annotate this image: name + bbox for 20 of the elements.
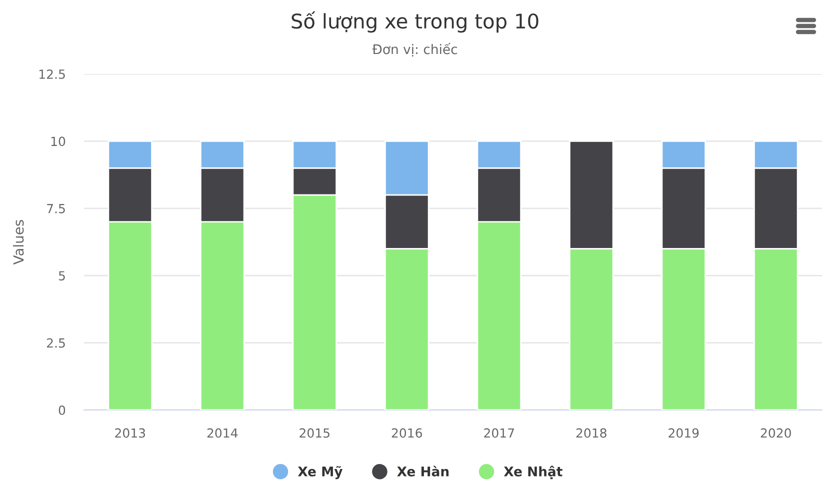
legend-label: Xe Mỹ	[298, 466, 343, 480]
y-tick-label: 7.5	[47, 204, 65, 214]
y-tick-label: 12.5	[39, 69, 65, 79]
legend-label: Xe Hàn	[397, 466, 449, 476]
legend-label: Xe Nhật	[504, 466, 562, 480]
x-tick-label: 2020	[760, 428, 791, 438]
x-tick-label: 2014	[207, 428, 238, 438]
x-tick-label: 2018	[576, 428, 606, 438]
x-tick-label: 2017	[484, 428, 514, 438]
x-tick-label: 2016	[392, 428, 422, 438]
y-tick-label: 0	[58, 405, 66, 415]
y-axis-title: Values	[12, 220, 24, 265]
y-tick-label: 5	[58, 271, 65, 281]
y-tick-label: 10	[51, 136, 66, 146]
x-tick-label: 2013	[115, 428, 146, 438]
x-tick-label: 2019	[668, 428, 699, 438]
x-tick-label: 2015	[300, 428, 330, 438]
y-tick-label: 2.5	[46, 338, 65, 348]
chart-title: Số lượng xe trong top 10	[292, 11, 538, 33]
chart-subtitle: Đơn vị: chiếc	[372, 42, 457, 56]
